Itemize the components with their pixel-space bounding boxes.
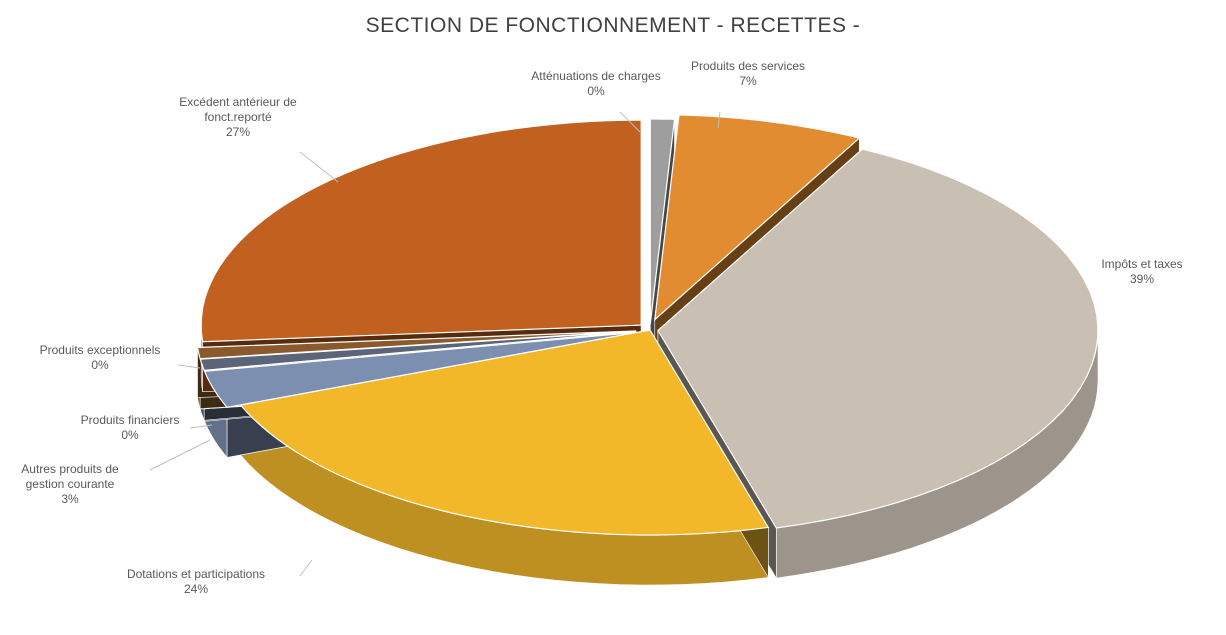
slice-produits-financiers: [199, 330, 637, 371]
data-label-dotations-et-participations: Dotations et participations 24%: [127, 559, 313, 596]
data-label-produits-financiers: Produits financiers 0%: [81, 413, 213, 442]
slice-attenuations-de-charges: [649, 118, 676, 325]
slice-produits-des-services: [654, 114, 861, 322]
chart-title: SECTION DE FONCTIONNEMENT - RECETTES -: [365, 14, 861, 37]
data-label-impots-et-taxes: Impôts et taxes 39%: [1101, 257, 1182, 286]
data-label-produits-des-services: Produits des services 7%: [691, 59, 805, 129]
slice-autres-produits-de-gestion-courante: [203, 331, 637, 409]
slice-excedent-anterieur-de-fonct-reporte: [200, 119, 642, 343]
slice-produits-exceptionnels: [196, 330, 637, 360]
data-label-excedent-anterieur-de-fonct-reporte: Excédent antérieur de fonct.reporté 27%: [179, 95, 339, 183]
data-label-attenuations-de-charges: Atténuations de charges 0%: [531, 69, 661, 133]
data-label-autres-produits-de-gestion-courante: Autres produits de gestion courante 3%: [21, 439, 211, 506]
slice-impots-et-taxes: [657, 148, 1099, 529]
data-label-produits-exceptionnels: Produits exceptionnels 0%: [40, 343, 201, 372]
